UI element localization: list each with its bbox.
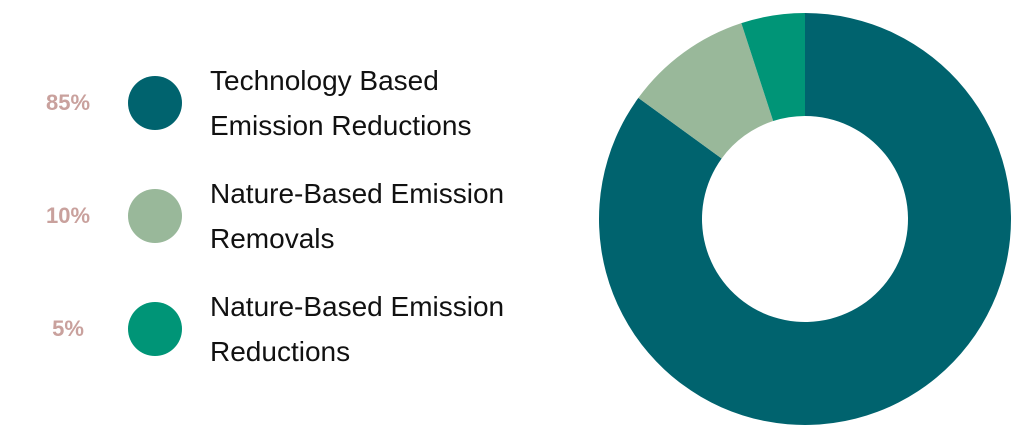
legend-swatch (128, 189, 182, 243)
value-label: 10% (45, 203, 91, 228)
value-label: 85% (45, 90, 91, 115)
legend-label: Nature-Based Emission Removals (210, 178, 505, 254)
legend-label: Nature-Based Emission Reductions (210, 291, 505, 367)
legend-label: Technology Based Emission Reductions (210, 65, 472, 141)
donut-slice (638, 23, 774, 159)
legend-swatch (128, 302, 182, 356)
donut-slice (599, 13, 1012, 426)
legend-swatch (128, 76, 182, 130)
value-label: 5% (52, 316, 84, 341)
donut-slice (741, 13, 805, 122)
